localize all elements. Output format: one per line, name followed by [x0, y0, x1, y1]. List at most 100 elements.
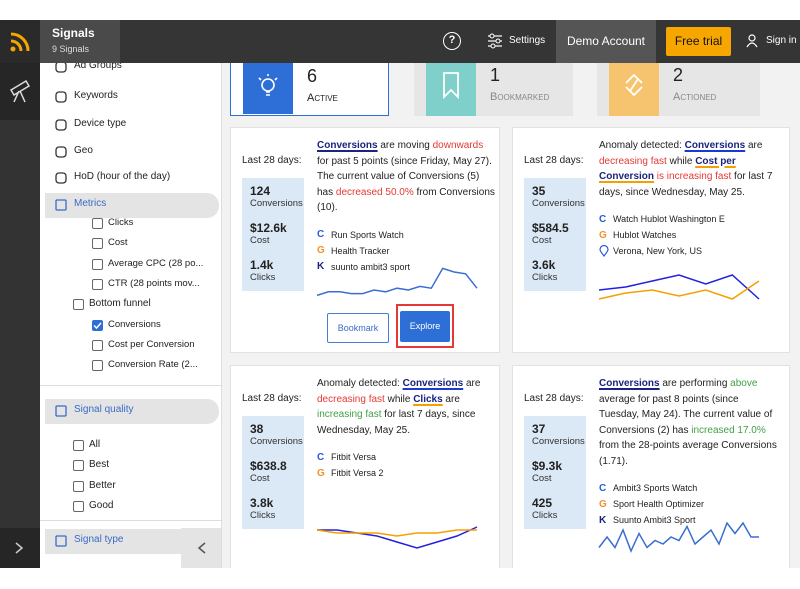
stat-label: Clicks	[532, 510, 558, 521]
user-head	[748, 34, 756, 42]
sidebar-item[interactable]: Better	[89, 480, 116, 491]
entity: G Fitbit Versa 2	[317, 465, 497, 481]
sidebar-item[interactable]: Keywords	[74, 90, 118, 101]
section-band[interactable]	[45, 399, 219, 424]
sidebar-item[interactable]: Metrics	[74, 198, 107, 209]
telescope	[9, 79, 31, 103]
sidebar-item[interactable]: Signal quality	[74, 404, 134, 415]
message: Conversions are performing above average…	[599, 376, 779, 469]
stat-value: $584.5	[532, 221, 569, 235]
stat-label: Cost	[250, 235, 270, 246]
sidebar-item[interactable]: Ad Groups	[74, 63, 122, 71]
tab[interactable]: 2 Actioned	[597, 63, 760, 116]
sidebar-item[interactable]: Signal type	[74, 534, 124, 545]
rail-button[interactable]	[0, 63, 40, 120]
period-label: Last 28 days:	[242, 393, 302, 404]
tab-icon	[243, 63, 293, 114]
entity-icon: K	[317, 261, 325, 272]
nav-icon	[55, 535, 67, 547]
message-segment: are performing	[659, 378, 731, 389]
message-segment: is increasing fast	[656, 171, 732, 182]
tab-label: Actioned	[673, 91, 717, 103]
tab[interactable]: 1 Bookmarked	[414, 63, 573, 116]
sidebar-item[interactable]: Conversions	[108, 319, 161, 330]
help-button[interactable]: ?	[443, 32, 461, 50]
message-segment: are	[745, 140, 763, 151]
section-band[interactable]	[45, 193, 219, 218]
entity-icon: G	[317, 245, 325, 256]
message: Conversions are moving downwards for pas…	[317, 138, 497, 216]
entity-name: Fitbit Versa	[331, 452, 377, 462]
sidebar-item[interactable]: HoD (hour of the day)	[74, 171, 171, 182]
entity: Verona, New York, US	[599, 243, 779, 259]
title-block: Signals 9 Signals	[40, 20, 120, 63]
message-segment: for last 7 days, since Wednesday, May 25…	[317, 409, 476, 436]
free-trial-button[interactable]: Free trial	[666, 27, 731, 56]
logo	[0, 20, 40, 63]
message-segment: Conversions	[402, 378, 464, 389]
entity-icon: K	[599, 514, 607, 526]
sidebar-item[interactable]: Geo	[74, 145, 93, 156]
slider-knob	[489, 33, 495, 39]
sparkline	[316, 526, 478, 549]
checkbox-box	[92, 238, 103, 249]
stat-value: $638.8	[250, 459, 287, 473]
entity-name: Ambit3 Sports Watch	[613, 483, 698, 493]
tab-glyph	[625, 73, 643, 97]
sidebar-item[interactable]: Best	[89, 459, 110, 470]
nav-icon	[55, 63, 67, 73]
sparkline-series	[317, 526, 478, 549]
signal-card: Last 28 days: 38 Conversions $638.8 Cost 3.8k…	[230, 365, 500, 568]
tab-count: 1	[490, 65, 501, 85]
entity-icon: C	[317, 229, 325, 240]
bookmark-button[interactable]: Bookmark	[327, 313, 389, 343]
icon-shape	[55, 199, 67, 211]
checkbox	[73, 440, 84, 451]
expand-button[interactable]	[0, 528, 40, 568]
chevron	[197, 542, 206, 554]
user-icon	[746, 34, 758, 48]
signal-card: Last 28 days: 124 Conversions $12.6k Cost 1.4…	[230, 127, 500, 353]
sidebar-item[interactable]: Device type	[74, 118, 127, 129]
entity-icon: G	[599, 229, 607, 241]
sidebar-item[interactable]: Clicks	[108, 217, 134, 228]
sign-in-link[interactable]: Sign in	[766, 35, 797, 46]
entity-icon: C	[317, 451, 325, 463]
account-menu[interactable]: Demo Account	[556, 20, 656, 63]
entity: C Run Sports Watch	[317, 227, 497, 243]
explore-button[interactable]: Explore	[400, 311, 450, 342]
sidebar-item[interactable]: CTR (28 points mov...	[108, 278, 200, 289]
period-label: Last 28 days:	[242, 155, 302, 166]
entity: C Fitbit Versa	[317, 449, 497, 465]
settings-link[interactable]: Settings	[509, 35, 546, 46]
stat-label: Cost	[250, 473, 270, 484]
message-segment: decreasing fast	[599, 155, 667, 167]
checkbox	[73, 501, 84, 512]
card-body: Anomaly detected: Conversions are decrea…	[599, 138, 779, 259]
nav-icon	[55, 146, 67, 158]
checkbox-box	[92, 259, 103, 270]
entities: C Ambit3 Sports Watch G Sport Health Optimi…	[599, 480, 779, 528]
sidebar-item[interactable]: All	[89, 439, 101, 450]
message-segment: increasing fast	[317, 409, 382, 420]
checkbox-box	[92, 320, 103, 331]
sidebar-item[interactable]: Bottom funnel	[89, 298, 151, 309]
sidebar-item[interactable]: Conversion Rate (2...	[108, 359, 198, 370]
tab-icon	[426, 63, 476, 116]
stat-value: $12.6k	[250, 221, 287, 235]
entity-name: Suunto Ambit3 Sport	[613, 515, 696, 525]
tab-label: Active	[307, 92, 338, 104]
entity-name: Watch Hublot Washington E	[613, 214, 725, 224]
entity-name: Health Tracker	[331, 245, 390, 256]
sidebar-item[interactable]: Good	[89, 500, 114, 511]
nav-icon	[55, 172, 67, 184]
entity-icon: C	[599, 482, 607, 494]
sidebar-item[interactable]: Average CPC (28 po...	[108, 258, 204, 269]
sidebar-item[interactable]: Cost	[108, 237, 128, 248]
sparkline-series	[598, 521, 759, 553]
sidebar-item[interactable]: Cost per Conversion	[108, 339, 195, 350]
tab[interactable]: 6 Active	[230, 63, 389, 116]
icon-shape	[55, 119, 67, 131]
message-segment: are	[463, 378, 481, 389]
collapse-button[interactable]	[181, 528, 221, 568]
